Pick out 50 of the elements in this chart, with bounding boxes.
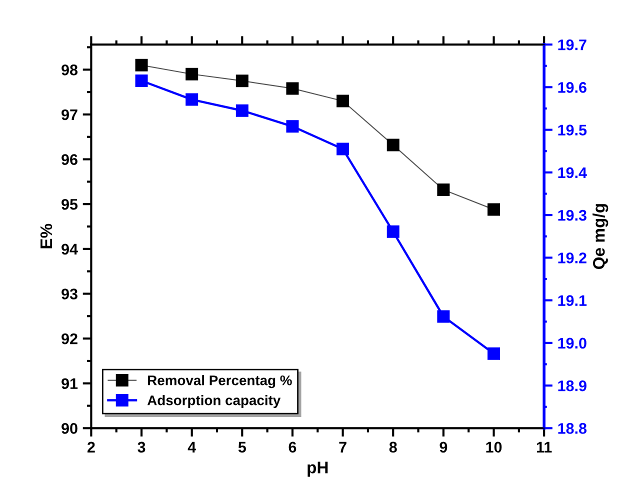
y-tick-label: 98 (62, 64, 78, 76)
y2-tick-label: 18.9 (558, 380, 586, 392)
point (186, 93, 198, 106)
y2-tick-label: 19.2 (558, 252, 586, 264)
legend-label: Adsorption capacity (147, 395, 281, 408)
y2-tick-label: 19.3 (558, 210, 586, 221)
x-tick-label: 8 (389, 442, 397, 453)
y2-tick-label: 19.4 (558, 167, 587, 178)
point (236, 74, 248, 88)
legend-label: Removal Percentag % (148, 375, 292, 388)
point (186, 68, 198, 80)
y2-tick-label: 19.7 (558, 39, 586, 50)
y2-axis-title: Qe mg/g (592, 204, 608, 270)
y-tick-label: 95 (62, 198, 78, 210)
point (437, 184, 450, 196)
x-tick-label: 11 (536, 442, 552, 452)
y2-tick-label: 19.1 (558, 295, 587, 306)
point (488, 347, 500, 360)
x-tick-label: 2 (87, 442, 95, 452)
x-tick-label: 7 (339, 442, 346, 452)
point (286, 120, 299, 133)
point (336, 94, 350, 108)
point (437, 310, 450, 323)
y-tick-label: 94 (62, 244, 78, 255)
y-tick-label: 93 (62, 288, 78, 300)
x-tick-label: 4 (188, 442, 196, 452)
y2-tick-label: 19.5 (558, 124, 587, 136)
point (386, 225, 400, 238)
x-tick-label: 9 (440, 442, 448, 453)
y2-tick-label: 18.8 (558, 423, 587, 434)
y-tick-label: 97 (62, 109, 78, 120)
x-tick-label: 3 (138, 442, 146, 453)
x-tick-label: 6 (288, 442, 296, 453)
y2-tick-label: 19.0 (558, 338, 586, 349)
y-axis-title: E% (40, 224, 52, 248)
y-tick-label: 92 (62, 333, 78, 344)
point (286, 82, 299, 95)
point (135, 74, 148, 88)
point (386, 138, 400, 152)
point (336, 142, 350, 156)
y2-tick-label: 19.6 (558, 82, 586, 93)
x-axis-title: pH (308, 462, 328, 477)
x-tick-label: 5 (238, 442, 246, 453)
x-tick-label: 10 (486, 442, 502, 453)
point (488, 203, 500, 216)
y-tick-label: 91 (62, 378, 78, 390)
y-tick-label: 96 (62, 154, 78, 165)
y-tick-label: 90 (62, 423, 78, 434)
point (236, 104, 248, 117)
point (135, 58, 148, 72)
